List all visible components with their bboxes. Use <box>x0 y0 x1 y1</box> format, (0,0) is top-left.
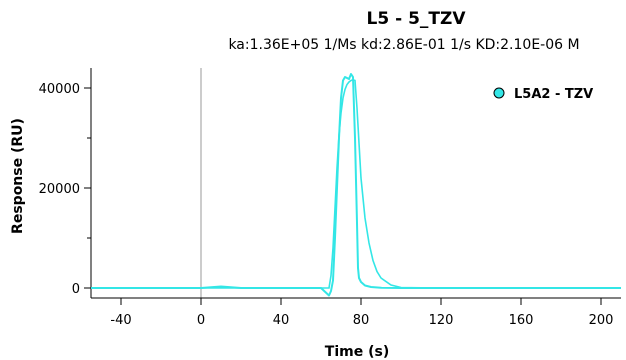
x-tick-label: 160 <box>509 313 534 328</box>
legend-marker-icon <box>493 87 505 99</box>
x-tick-label: -40 <box>110 313 131 328</box>
y-tick-label: 0 <box>72 282 80 297</box>
x-tick-label: 200 <box>589 313 614 328</box>
chart-subtitle: ka:1.36E+05 1/Ms kd:2.86E-01 1/s KD:2.10… <box>228 37 579 53</box>
legend: L5A2 - TZV <box>493 87 593 102</box>
x-tick-label: 0 <box>197 313 205 328</box>
legend-label: L5A2 - TZV <box>514 87 593 102</box>
series-line-l5a2-tzv <box>91 73 621 297</box>
y-axis-label: Response (RU) <box>10 118 26 234</box>
y-tick-label: 40000 <box>39 82 80 97</box>
y-axis-ticks: 0 20000 40000 <box>39 82 91 297</box>
chart-title: L5 - 5_TZV <box>367 9 467 29</box>
x-tick-label: 120 <box>429 313 454 328</box>
x-tick-label: 40 <box>273 313 290 328</box>
plot-area <box>90 68 621 299</box>
x-axis-ticks: -40 0 40 80 120 160 200 <box>110 298 613 328</box>
x-tick-label: 80 <box>353 313 370 328</box>
x-axis-label: Time (s) <box>325 344 389 360</box>
series-line-fit <box>91 78 621 289</box>
y-tick-label: 20000 <box>39 182 80 197</box>
